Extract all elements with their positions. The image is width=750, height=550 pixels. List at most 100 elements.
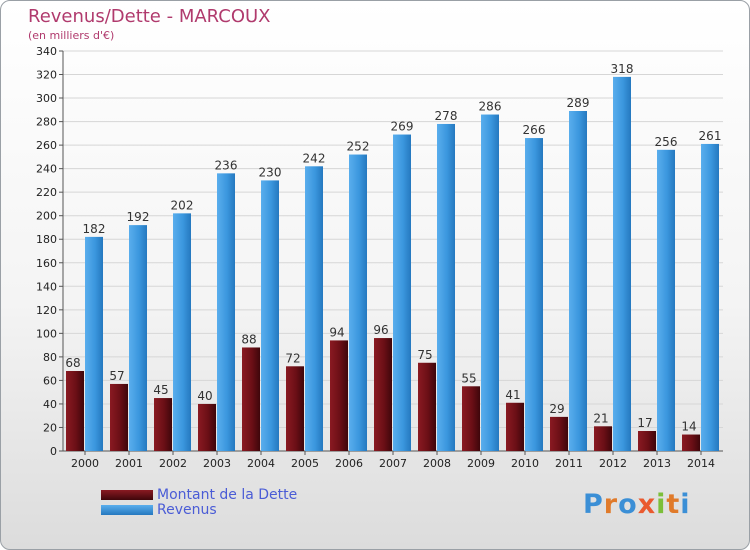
- bar-dette: [66, 371, 84, 451]
- y-tick-label: 20: [43, 421, 57, 434]
- bar-revenus: [481, 114, 499, 451]
- bar-dette: [374, 338, 392, 451]
- data-label-revenus: 256: [655, 135, 678, 149]
- data-label-dette: 21: [593, 411, 608, 425]
- x-tick-label: 2005: [291, 457, 319, 470]
- data-label-dette: 96: [373, 323, 388, 337]
- x-tick-label: 2011: [555, 457, 583, 470]
- y-tick-label: 160: [36, 257, 57, 270]
- x-tick-label: 2001: [115, 457, 143, 470]
- y-tick-label: 220: [36, 186, 57, 199]
- data-label-revenus: 318: [611, 62, 634, 76]
- data-label-revenus: 242: [303, 151, 326, 165]
- data-label-revenus: 269: [391, 120, 414, 134]
- data-label-revenus: 252: [347, 140, 370, 154]
- bar-revenus: [613, 76, 631, 451]
- data-label-dette: 72: [285, 351, 300, 365]
- y-tick-label: 240: [36, 163, 57, 176]
- y-tick-label: 200: [36, 210, 57, 223]
- bar-revenus: [173, 213, 191, 451]
- bar-dette: [594, 426, 612, 451]
- y-tick-label: 280: [36, 116, 57, 129]
- data-label-dette: 14: [681, 420, 696, 434]
- data-label-dette: 57: [109, 369, 124, 383]
- logo-letter: i: [656, 489, 667, 520]
- legend-item-dette: Montant de la Dette: [101, 486, 298, 503]
- data-label-revenus: 278: [435, 109, 458, 123]
- bar-dette: [154, 398, 172, 451]
- data-label-dette: 29: [549, 402, 564, 416]
- x-tick-label: 2010: [511, 457, 539, 470]
- bar-revenus: [349, 154, 367, 451]
- bar-revenus: [393, 134, 411, 451]
- bar-revenus: [129, 225, 147, 451]
- legend: Montant de la Dette Revenus: [101, 486, 298, 518]
- y-tick-label: 40: [43, 398, 57, 411]
- y-tick-label: 320: [36, 69, 57, 82]
- data-label-dette: 45: [153, 383, 168, 397]
- bar-revenus: [657, 149, 675, 451]
- data-label-revenus: 230: [259, 165, 282, 179]
- y-tick-label: 80: [43, 351, 57, 364]
- x-tick-label: 2007: [379, 457, 407, 470]
- x-tick-label: 2002: [159, 457, 187, 470]
- bar-dette: [242, 347, 260, 451]
- bar-dette: [110, 383, 128, 451]
- legend-label-revenus: Revenus: [157, 501, 217, 518]
- x-tick-label: 2003: [203, 457, 231, 470]
- bar-dette: [418, 362, 436, 451]
- bar-dette: [638, 431, 656, 451]
- data-label-revenus: 289: [567, 96, 590, 110]
- bar-revenus: [701, 143, 719, 452]
- x-tick-label: 2004: [247, 457, 275, 470]
- y-tick-label: 0: [50, 445, 57, 458]
- data-label-revenus: 202: [171, 198, 194, 212]
- y-tick-label: 60: [43, 374, 57, 387]
- bar-revenus: [85, 236, 103, 451]
- legend-swatch-revenus: [101, 504, 153, 515]
- bar-dette: [506, 402, 524, 451]
- chart-subtitle: (en milliers d'€): [28, 29, 115, 42]
- data-label-dette: 17: [637, 416, 652, 430]
- logo-letter: o: [618, 489, 638, 520]
- bar-dette: [198, 403, 216, 451]
- y-tick-label: 180: [36, 233, 57, 246]
- y-tick-label: 100: [36, 327, 57, 340]
- data-label-revenus: 182: [83, 222, 106, 236]
- bar-dette: [550, 416, 568, 451]
- data-label-dette: 55: [461, 371, 476, 385]
- logo-letter: t: [666, 489, 681, 520]
- logo-letter: i: [680, 489, 691, 520]
- data-label-revenus: 192: [127, 210, 150, 224]
- bar-dette: [462, 386, 480, 451]
- x-tick-label: 2009: [467, 457, 495, 470]
- chart-title: Revenus/Dette - MARCOUX: [28, 6, 271, 27]
- y-tick-label: 340: [36, 45, 57, 58]
- data-label-dette: 68: [65, 356, 80, 370]
- bar-revenus: [525, 138, 543, 451]
- legend-label-dette: Montant de la Dette: [157, 486, 298, 503]
- data-label-revenus: 266: [523, 123, 546, 137]
- y-tick-label: 300: [36, 92, 57, 105]
- logo-letter: x: [637, 489, 657, 520]
- bar-revenus: [569, 111, 587, 451]
- data-label-dette: 94: [329, 325, 344, 339]
- data-label-revenus: 286: [479, 100, 502, 114]
- x-tick-label: 2012: [599, 457, 627, 470]
- bar-revenus: [217, 173, 235, 451]
- bar-revenus: [437, 123, 455, 452]
- bar-dette: [682, 434, 700, 451]
- logo-letter: r: [603, 489, 619, 520]
- proxiti-logo: Proxiti: [583, 489, 691, 520]
- bar-dette: [286, 366, 304, 451]
- logo-letter: P: [583, 489, 604, 520]
- bar-dette: [330, 340, 348, 451]
- x-tick-label: 2006: [335, 457, 363, 470]
- x-tick-label: 2013: [643, 457, 671, 470]
- legend-swatch-dette: [101, 489, 153, 500]
- bar-revenus: [261, 180, 279, 452]
- data-label-dette: 75: [417, 348, 432, 362]
- data-label-dette: 40: [197, 389, 212, 403]
